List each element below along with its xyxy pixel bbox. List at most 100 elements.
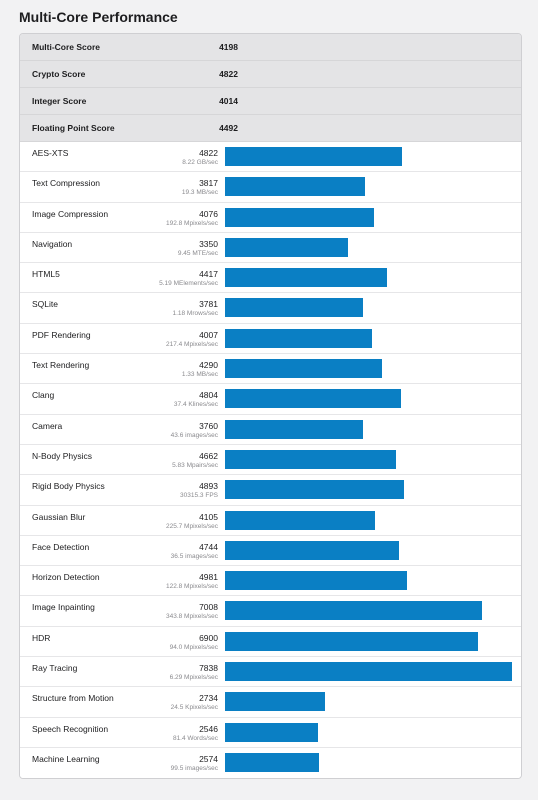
benchmark-throughput: 5.19 MElements/sec xyxy=(159,280,218,288)
benchmark-section: AES-XTS 4822 8.22 GB/sec Text Compression 38… xyxy=(20,142,521,779)
benchmark-throughput: 81.4 Words/sec xyxy=(172,734,218,742)
summary-score: 4014 xyxy=(219,96,238,106)
benchmark-row: PDF Rendering 4007 217.4 Mpixels/sec xyxy=(20,323,521,355)
benchmark-throughput: 8.22 GB/sec xyxy=(182,159,218,166)
benchmark-bar-track xyxy=(225,571,512,591)
benchmark-row: Gaussian Blur 4105 225.7 Mpixels/sec xyxy=(20,505,521,536)
benchmark-score: 2574 xyxy=(199,753,218,764)
benchmark-row: Camera 3760 43.6 images/sec xyxy=(20,414,521,445)
benchmark-bar xyxy=(225,601,482,621)
benchmark-score: 4662 xyxy=(199,450,218,461)
benchmark-name: HDR xyxy=(32,632,51,643)
benchmark-bar xyxy=(225,147,402,166)
benchmark-name: Machine Learning xyxy=(32,753,100,764)
benchmark-name: N-Body Physics xyxy=(32,450,92,461)
benchmark-row: Machine Learning 2574 99.5 images/sec xyxy=(20,747,521,779)
benchmark-bar xyxy=(225,328,372,348)
benchmark-row: N-Body Physics 4662 5.83 Mpairs/sec xyxy=(20,444,521,476)
summary-row: Floating Point Score 4492 xyxy=(20,115,521,142)
benchmark-score: 4804 xyxy=(199,390,218,401)
benchmark-bar xyxy=(225,540,399,560)
benchmark-bar-track xyxy=(225,177,512,197)
benchmark-name: Gaussian Blur xyxy=(32,511,86,522)
benchmark-bar-track xyxy=(225,662,512,682)
benchmark-bar-track xyxy=(225,601,512,621)
benchmark-score: 4417 xyxy=(199,269,218,280)
benchmark-row: Rigid Body Physics 4893 30315.3 FPS xyxy=(20,475,521,506)
summary-row: Crypto Score 4822 xyxy=(20,61,521,88)
benchmark-throughput: 19.3 MB/sec xyxy=(181,189,218,197)
benchmark-name: SQLite xyxy=(32,299,58,310)
benchmark-bar xyxy=(225,298,364,318)
benchmark-row: Ray Tracing 7838 6.29 Mpixels/sec xyxy=(20,657,521,688)
benchmark-bar-track xyxy=(225,389,512,409)
benchmark-throughput: 192.8 Mpixels/sec xyxy=(165,219,218,227)
benchmark-row: Clang 4804 37.4 Klines/sec xyxy=(20,384,521,415)
benchmark-throughput: 36.5 images/sec xyxy=(170,552,218,560)
benchmark-bar-track xyxy=(225,480,512,500)
benchmark-bar-track xyxy=(225,631,512,651)
benchmark-name: AES-XTS xyxy=(32,148,69,158)
benchmark-bar xyxy=(225,722,319,742)
summary-score: 4492 xyxy=(219,123,238,133)
benchmark-score: 7008 xyxy=(199,602,218,613)
benchmark-name: Image Inpainting xyxy=(32,602,95,613)
benchmark-bar xyxy=(225,692,326,712)
benchmark-score: 4007 xyxy=(199,329,218,340)
benchmark-throughput: 5.83 Mpairs/sec xyxy=(172,461,218,469)
benchmark-row: Face Detection 4744 36.5 images/sec xyxy=(20,535,521,567)
benchmark-throughput: 217.4 Mpixels/sec xyxy=(165,340,218,348)
benchmark-name: Horizon Detection xyxy=(32,572,100,583)
benchmark-score: 2546 xyxy=(199,723,218,734)
summary-row: Integer Score 4014 xyxy=(20,88,521,115)
summary-section: Multi-Core Score 4198 Crypto Score 4822 Inte… xyxy=(20,34,521,142)
benchmark-score: 4893 xyxy=(199,481,218,492)
summary-label: Integer Score xyxy=(32,96,87,106)
benchmark-score: 3350 xyxy=(199,238,218,249)
summary-score: 4822 xyxy=(219,69,238,79)
benchmark-throughput: 122.8 Mpixels/sec xyxy=(165,583,218,591)
benchmark-bar-track xyxy=(225,237,512,257)
benchmark-bar xyxy=(225,359,383,379)
benchmark-row: Navigation 3350 9.45 MTE/sec xyxy=(20,232,521,264)
benchmark-row: Text Compression 3817 19.3 MB/sec xyxy=(20,172,521,203)
benchmark-name: Ray Tracing xyxy=(32,663,78,674)
benchmark-row: Image Compression 4076 192.8 Mpixels/sec xyxy=(20,202,521,233)
page-title: Multi-Core Performance xyxy=(19,9,178,25)
benchmark-score: 3781 xyxy=(199,299,218,310)
benchmark-bar-track xyxy=(225,540,512,560)
benchmark-name: Navigation xyxy=(32,238,73,249)
benchmark-row: HDR 6900 94.0 Mpixels/sec xyxy=(20,626,521,658)
summary-score: 4198 xyxy=(219,42,238,52)
benchmark-name: Text Rendering xyxy=(32,360,90,371)
benchmark-bar-track xyxy=(225,359,512,379)
benchmark-bar xyxy=(225,631,478,651)
benchmark-score: 4105 xyxy=(199,511,218,522)
benchmark-throughput: 343.8 Mpixels/sec xyxy=(165,613,218,621)
benchmark-bar xyxy=(225,389,401,409)
benchmark-row: Speech Recognition 2546 81.4 Words/sec xyxy=(20,717,521,748)
benchmark-bar xyxy=(225,752,320,772)
benchmark-score: 4290 xyxy=(199,360,218,371)
benchmark-bar xyxy=(225,177,365,197)
benchmark-name: PDF Rendering xyxy=(32,329,91,340)
benchmark-throughput: 9.45 MTE/sec xyxy=(177,249,218,257)
benchmark-score: 3760 xyxy=(199,420,218,431)
benchmark-bar-track xyxy=(225,752,512,772)
benchmark-throughput: 30315.3 FPS xyxy=(180,492,218,500)
benchmark-throughput: 1.18 Mrows/sec xyxy=(172,310,218,318)
benchmark-bar-track xyxy=(225,419,512,439)
benchmark-bar xyxy=(225,449,396,469)
benchmark-name: HTML5 xyxy=(32,269,60,280)
benchmark-bar xyxy=(225,207,375,227)
benchmark-bar-track xyxy=(225,722,512,742)
benchmark-score: 2734 xyxy=(199,693,218,704)
benchmark-score: 4744 xyxy=(199,541,218,552)
benchmark-throughput: 6.29 Mpixels/sec xyxy=(169,674,218,682)
benchmark-name: Camera xyxy=(32,420,63,431)
benchmark-bar-track xyxy=(225,207,512,227)
benchmark-row: Horizon Detection 4981 122.8 Mpixels/sec xyxy=(20,566,521,597)
benchmark-bar xyxy=(225,480,405,500)
benchmark-bar xyxy=(225,268,387,288)
benchmark-throughput: 94.0 Mpixels/sec xyxy=(169,643,218,651)
